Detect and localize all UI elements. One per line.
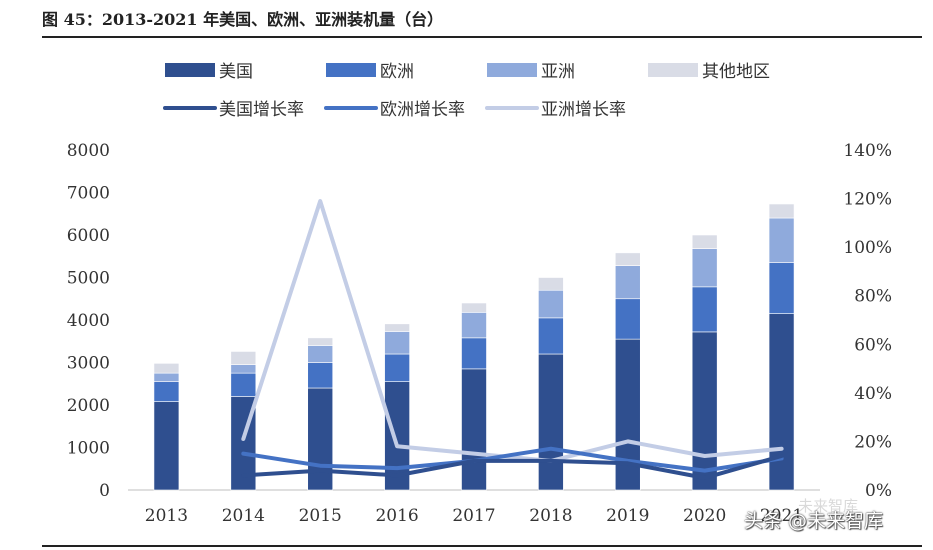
legend-swatch — [648, 63, 698, 77]
x-tick-label: 2020 — [683, 506, 726, 526]
legend-line-item-3: 亚洲增长率 — [485, 100, 626, 120]
y-left-tick-label: 3000 — [67, 354, 110, 374]
bar-2-2015 — [307, 362, 334, 389]
y-right-tick-label: 60% — [854, 335, 892, 355]
bar-2-2020 — [691, 286, 718, 333]
legend-line-item-1: 美国增长率 — [163, 100, 304, 120]
bar-4-2013 — [153, 363, 180, 374]
y-left-tick-label: 4000 — [67, 311, 110, 331]
line-series-3 — [241, 199, 784, 463]
legend-line-label: 亚洲增长率 — [541, 100, 626, 120]
bar-4-2016 — [384, 323, 410, 332]
bar-2-2021 — [768, 262, 795, 314]
x-tick-label: 2021 — [760, 506, 803, 526]
bar-4-2015 — [307, 337, 334, 346]
bar-3-2019 — [614, 265, 641, 300]
legend-item-4: 其他地区 — [648, 62, 770, 82]
bar-2-2018 — [538, 317, 564, 355]
legend-label: 亚洲 — [541, 62, 575, 82]
bar-1-2020 — [691, 331, 718, 491]
bar-series — [153, 203, 795, 491]
line-series-2 — [241, 446, 784, 473]
bar-2-2014 — [230, 372, 257, 397]
bar-3-2014 — [230, 364, 257, 374]
bar-1-2015 — [307, 387, 334, 491]
bar-3-2020 — [691, 248, 718, 288]
bar-3-2018 — [538, 289, 564, 319]
legend-line-item-2: 欧洲增长率 — [324, 100, 465, 120]
y-left-tick-label: 8000 — [67, 141, 110, 161]
bar-3-2013 — [153, 372, 180, 382]
legend-line-label: 美国增长率 — [219, 100, 304, 120]
bar-4-2021 — [768, 203, 795, 219]
left-axis: 0 1000 2000 3000 4000 5000 6000 7000 8000 — [67, 141, 110, 501]
bar-4-2018 — [538, 277, 564, 291]
y-right-tick-label: 140% — [843, 141, 892, 161]
x-tick-label: 2013 — [145, 506, 188, 526]
legend-item-1: 美国 — [165, 62, 253, 82]
x-tick-label: 2017 — [452, 506, 495, 526]
x-tick-label: 2018 — [529, 506, 572, 526]
legend-label: 欧洲 — [380, 62, 414, 82]
bar-1-2019 — [614, 338, 641, 491]
bar-4-2017 — [461, 302, 487, 313]
y-right-tick-label: 120% — [843, 190, 892, 210]
bar-2-2016 — [384, 353, 410, 382]
bar-4-2019 — [614, 252, 641, 266]
x-tick-label: 2019 — [606, 506, 649, 526]
bar-1-2018 — [538, 353, 564, 491]
bar-3-2017 — [461, 312, 487, 339]
bar-2-2019 — [614, 298, 641, 340]
legend-line-label: 欧洲增长率 — [380, 100, 465, 120]
x-axis: 2013 2014 2015 2016 2017 2018 2019 2020 2021 — [128, 489, 820, 526]
y-right-tick-label: 40% — [854, 384, 892, 404]
bar-3-2016 — [384, 331, 410, 355]
legend-swatch — [326, 63, 376, 77]
bar-1-2017 — [461, 368, 487, 491]
y-left-tick-label: 2000 — [67, 396, 110, 416]
line-series — [241, 199, 784, 480]
legend-swatch — [487, 63, 537, 77]
y-left-tick-label: 1000 — [67, 439, 110, 459]
bar-2-2013 — [153, 381, 180, 402]
y-left-tick-label: 0 — [99, 481, 110, 501]
bar-3-2021 — [768, 217, 795, 263]
bar-1-2013 — [153, 401, 180, 491]
x-tick-label: 2014 — [222, 506, 265, 526]
bar-2-2017 — [461, 337, 487, 370]
bar-4-2020 — [691, 234, 718, 249]
watermark-small: 未来智库 — [798, 497, 859, 515]
y-right-tick-label: 80% — [854, 287, 892, 307]
legend-item-2: 欧洲 — [326, 62, 414, 82]
legend-swatch — [165, 63, 215, 77]
figure-title: 图 45：2013-2021 年美国、欧洲、亚洲装机量（台） — [42, 10, 444, 29]
y-right-tick-label: 0% — [865, 481, 892, 501]
right-axis: 0% 20% 40% 60% 80% 100% 120% 140% — [843, 141, 892, 501]
legend-item-3: 亚洲 — [487, 62, 575, 82]
top-rule — [42, 36, 922, 38]
bar-4-2014 — [230, 351, 257, 365]
x-tick-label: 2015 — [299, 506, 342, 526]
line-series-1 — [241, 454, 784, 480]
bottom-rule — [42, 545, 922, 547]
y-right-tick-label: 20% — [854, 432, 892, 452]
legend-label: 其他地区 — [702, 62, 770, 82]
y-left-tick-label: 6000 — [67, 226, 110, 246]
bar-3-2015 — [307, 345, 334, 363]
watermark: 头条 @未来智库 — [744, 510, 884, 532]
y-left-tick-label: 7000 — [67, 184, 110, 204]
y-left-tick-label: 5000 — [67, 269, 110, 289]
x-tick-label: 2016 — [375, 506, 418, 526]
legend-label: 美国 — [219, 62, 253, 82]
bar-1-2021 — [768, 313, 795, 491]
y-right-tick-label: 100% — [843, 238, 892, 258]
